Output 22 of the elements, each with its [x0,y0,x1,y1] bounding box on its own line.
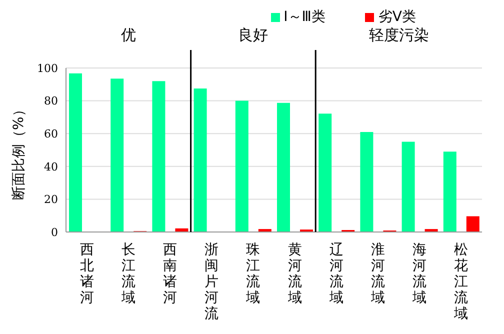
y-tick-label: 20 [44,193,58,206]
y-tick-label: 100 [37,62,58,75]
y-tick-label: 80 [44,94,58,108]
x-tick-label: 浙闽片河流 [204,242,219,322]
x-tick-label: 珠江流域 [245,242,260,306]
legend-label: 劣Ⅴ类 [378,9,416,25]
x-tick-label: 松花江流域 [453,242,468,322]
y-tick-label: 60 [44,128,58,141]
x-tick-label: 海河流域 [412,242,427,306]
x-tick-label: 西北诸河 [80,242,94,306]
text: 良好 [237,26,270,45]
x-tick-label: 长江流域 [120,242,136,306]
x-tick-label: 西南诸河 [163,242,177,306]
text: 优 [120,26,137,45]
x-tick-label: 辽河流域 [328,242,344,306]
legend-label: Ⅰ～Ⅲ类 [284,9,326,25]
text: 轻度污染 [368,26,430,45]
x-tick-label: 黄河流域 [286,242,302,306]
y-tick-label: 0 [51,226,58,239]
x-tick-label: 淮河流域 [370,242,385,306]
y-axis-title: 断面比例（%） [10,102,27,200]
y-tick-label: 40 [44,160,58,174]
